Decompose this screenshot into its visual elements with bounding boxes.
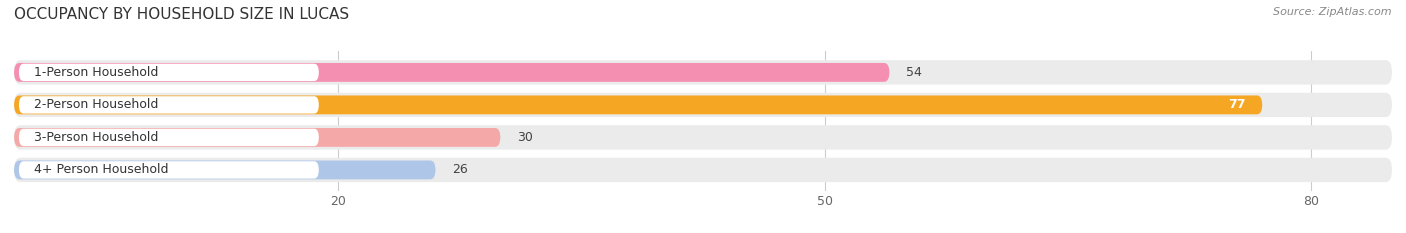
FancyBboxPatch shape <box>14 60 1392 85</box>
FancyBboxPatch shape <box>14 161 436 179</box>
Text: 2-Person Household: 2-Person Household <box>34 98 157 111</box>
Text: Source: ZipAtlas.com: Source: ZipAtlas.com <box>1274 7 1392 17</box>
FancyBboxPatch shape <box>18 64 319 81</box>
Text: 54: 54 <box>905 66 921 79</box>
Text: 26: 26 <box>451 163 467 176</box>
FancyBboxPatch shape <box>18 129 319 146</box>
Text: 77: 77 <box>1229 98 1246 111</box>
FancyBboxPatch shape <box>14 63 890 82</box>
Text: 4+ Person Household: 4+ Person Household <box>34 163 167 176</box>
FancyBboxPatch shape <box>14 158 1392 182</box>
FancyBboxPatch shape <box>14 96 1263 114</box>
FancyBboxPatch shape <box>18 161 319 179</box>
FancyBboxPatch shape <box>14 128 501 147</box>
FancyBboxPatch shape <box>18 96 319 113</box>
FancyBboxPatch shape <box>14 125 1392 150</box>
Text: 30: 30 <box>516 131 533 144</box>
Text: 3-Person Household: 3-Person Household <box>34 131 157 144</box>
Text: 1-Person Household: 1-Person Household <box>34 66 157 79</box>
Text: OCCUPANCY BY HOUSEHOLD SIZE IN LUCAS: OCCUPANCY BY HOUSEHOLD SIZE IN LUCAS <box>14 7 349 22</box>
FancyBboxPatch shape <box>14 93 1392 117</box>
